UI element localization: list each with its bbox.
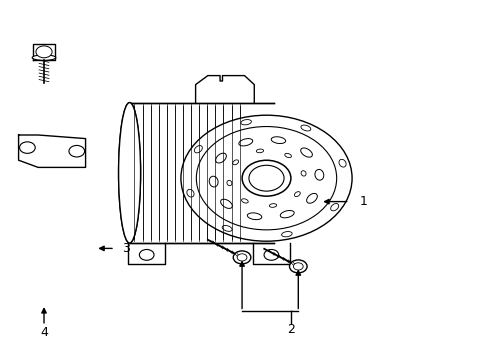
Circle shape — [264, 249, 278, 260]
Ellipse shape — [215, 153, 226, 163]
Circle shape — [289, 260, 306, 273]
Circle shape — [242, 160, 290, 196]
Circle shape — [69, 145, 84, 157]
Ellipse shape — [238, 139, 252, 146]
Ellipse shape — [209, 176, 218, 187]
Circle shape — [248, 165, 284, 191]
Ellipse shape — [301, 171, 305, 176]
Circle shape — [36, 46, 52, 58]
Text: 4: 4 — [40, 327, 48, 339]
Ellipse shape — [222, 225, 232, 231]
Ellipse shape — [247, 213, 261, 220]
Ellipse shape — [280, 211, 294, 218]
Ellipse shape — [220, 199, 232, 208]
Ellipse shape — [32, 55, 56, 60]
Ellipse shape — [281, 231, 291, 237]
Ellipse shape — [226, 180, 231, 186]
Ellipse shape — [271, 137, 285, 144]
Ellipse shape — [284, 153, 291, 158]
Ellipse shape — [314, 170, 323, 180]
Circle shape — [181, 115, 351, 241]
Text: 1: 1 — [359, 195, 366, 208]
Ellipse shape — [300, 125, 310, 131]
Ellipse shape — [241, 120, 251, 125]
Circle shape — [237, 254, 246, 261]
Polygon shape — [129, 103, 273, 243]
Ellipse shape — [186, 189, 194, 197]
Ellipse shape — [118, 103, 141, 243]
Ellipse shape — [232, 160, 238, 165]
Ellipse shape — [256, 149, 263, 153]
Ellipse shape — [306, 193, 317, 203]
Text: 3: 3 — [122, 242, 130, 255]
Circle shape — [139, 249, 154, 260]
Circle shape — [20, 142, 35, 153]
Circle shape — [293, 263, 303, 270]
Ellipse shape — [241, 199, 248, 203]
Ellipse shape — [300, 148, 312, 157]
Ellipse shape — [269, 204, 276, 207]
Ellipse shape — [294, 192, 300, 197]
Ellipse shape — [330, 203, 338, 211]
Circle shape — [233, 251, 250, 264]
Ellipse shape — [194, 145, 202, 153]
Text: 2: 2 — [286, 323, 294, 336]
Ellipse shape — [338, 159, 346, 167]
